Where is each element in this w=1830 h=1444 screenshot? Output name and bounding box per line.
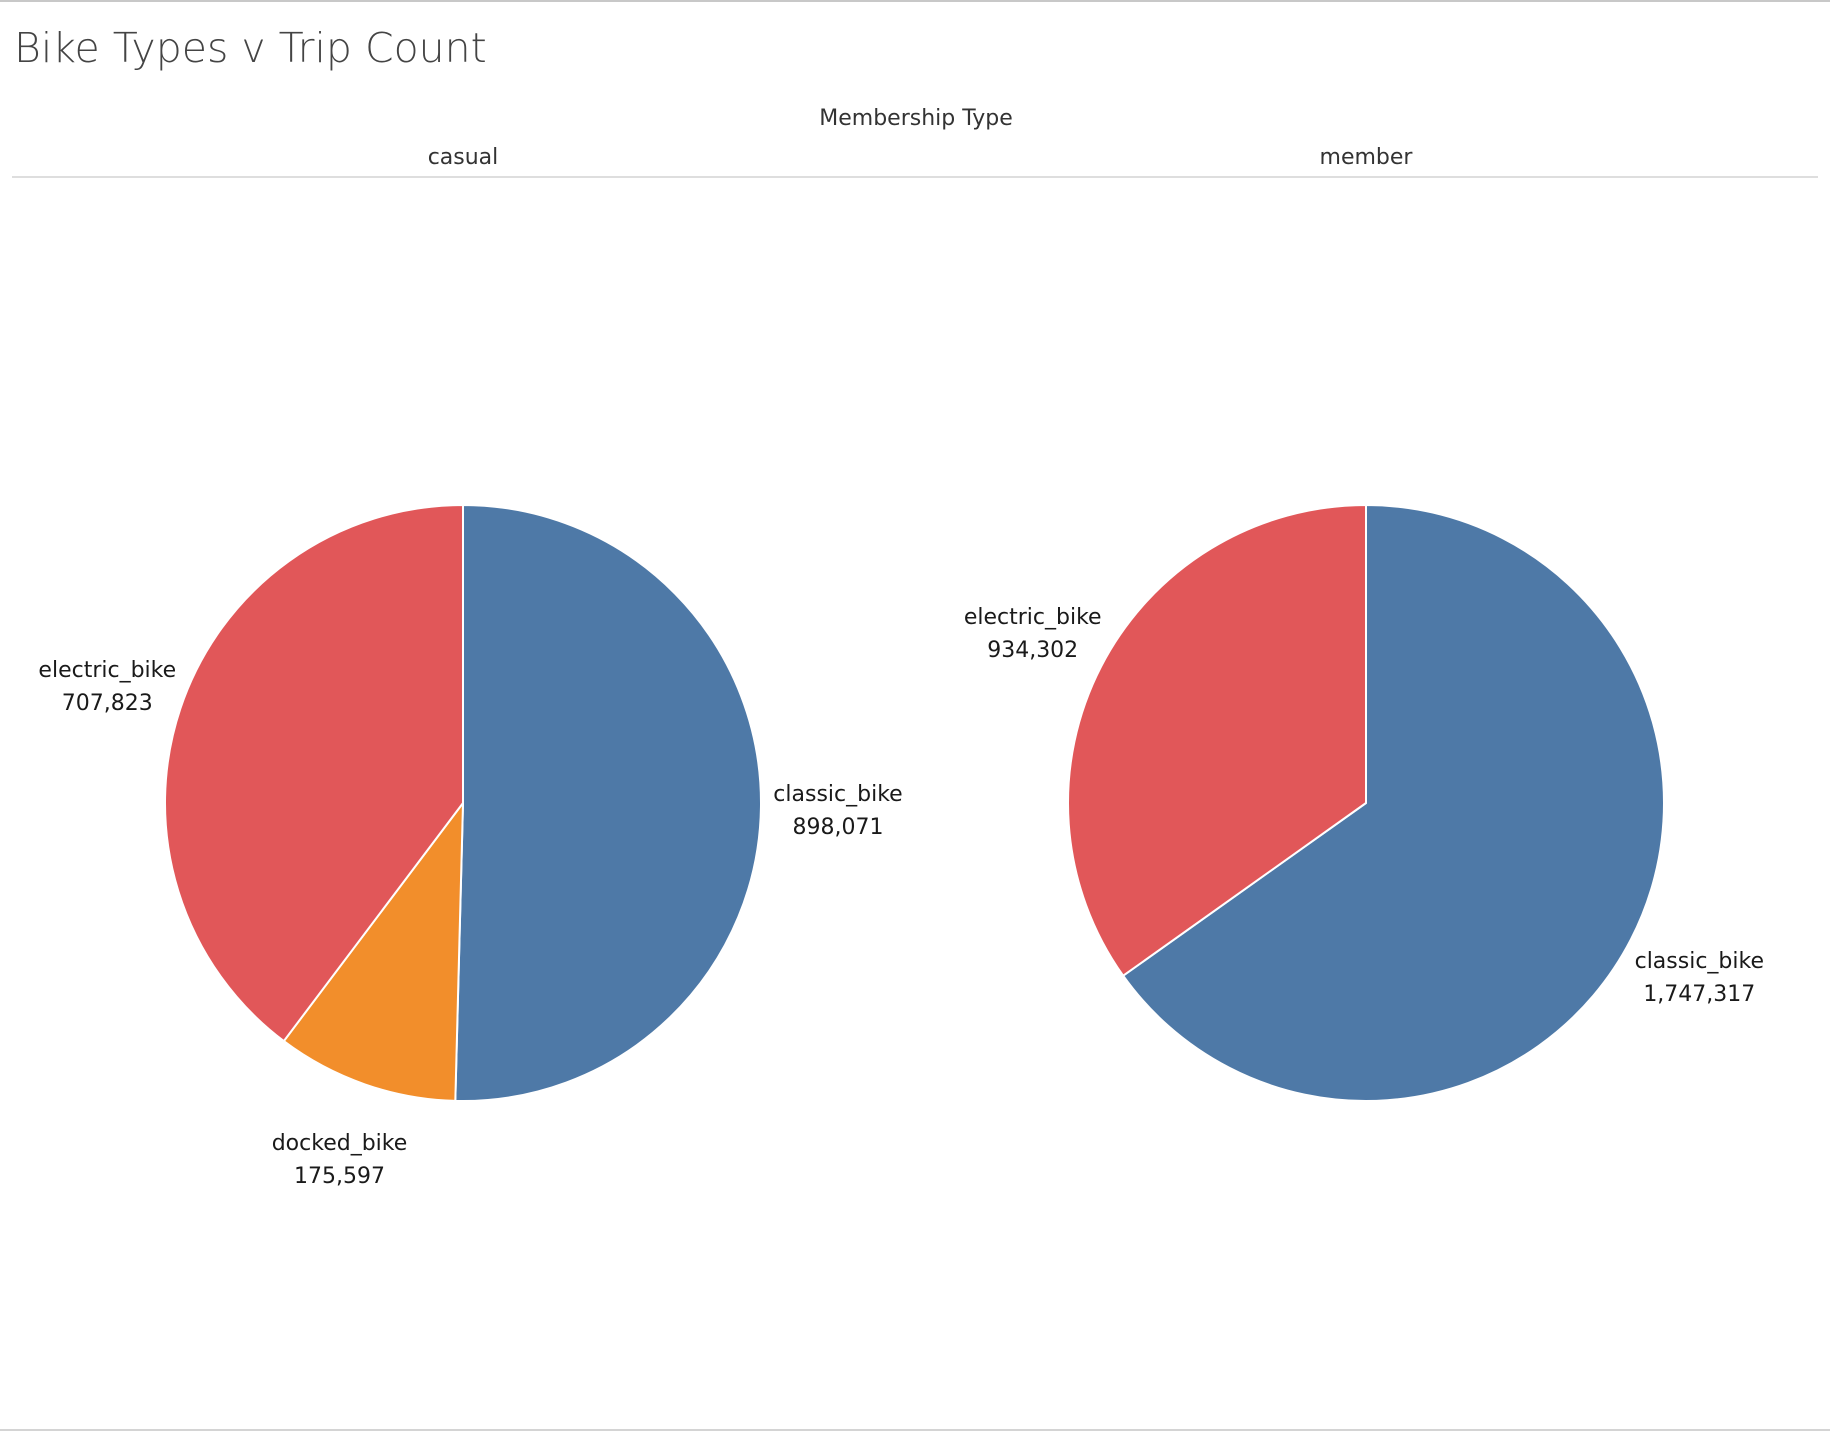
column-header-membership-type: Membership Type: [819, 106, 1013, 131]
slice-value-member-electric-bike: 934,302: [987, 638, 1078, 663]
slice-value-member-classic-bike: 1,747,317: [1643, 982, 1755, 1007]
slice-value-casual-classic-bike: 898,071: [793, 815, 884, 840]
chart-title: Bike Types v Trip Count: [14, 24, 487, 72]
pie-slice-member-electric-bike[interactable]: [1066, 504, 1367, 977]
slice-value-casual-docked-bike: 175,597: [294, 1164, 385, 1189]
slice-label-member-classic-bike: classic_bike: [1635, 949, 1764, 974]
slice-label-casual-docked-bike: docked_bike: [272, 1131, 408, 1156]
bottom-rule: [0, 1429, 1830, 1431]
pie-slice-casual-electric-bike[interactable]: [164, 504, 464, 1043]
slice-value-casual-electric-bike: 707,823: [62, 691, 153, 716]
slice-label-casual-electric-bike: electric_bike: [38, 658, 176, 683]
panel-header-casual: casual: [428, 145, 499, 170]
slice-label-member-electric-bike: electric_bike: [964, 605, 1102, 630]
slice-label-casual-classic-bike: classic_bike: [773, 782, 902, 807]
pie-slice-casual-classic-bike[interactable]: [454, 504, 762, 1102]
panel-header-member: member: [1320, 145, 1414, 170]
top-rule: [0, 0, 1830, 2]
pie-slice-casual-docked-bike[interactable]: [282, 802, 464, 1102]
pie-slice-member-classic-bike[interactable]: [1122, 504, 1665, 1102]
pie-charts: classic_bike 898,071 docked_bike 175,597 ele…: [38, 504, 1764, 1189]
